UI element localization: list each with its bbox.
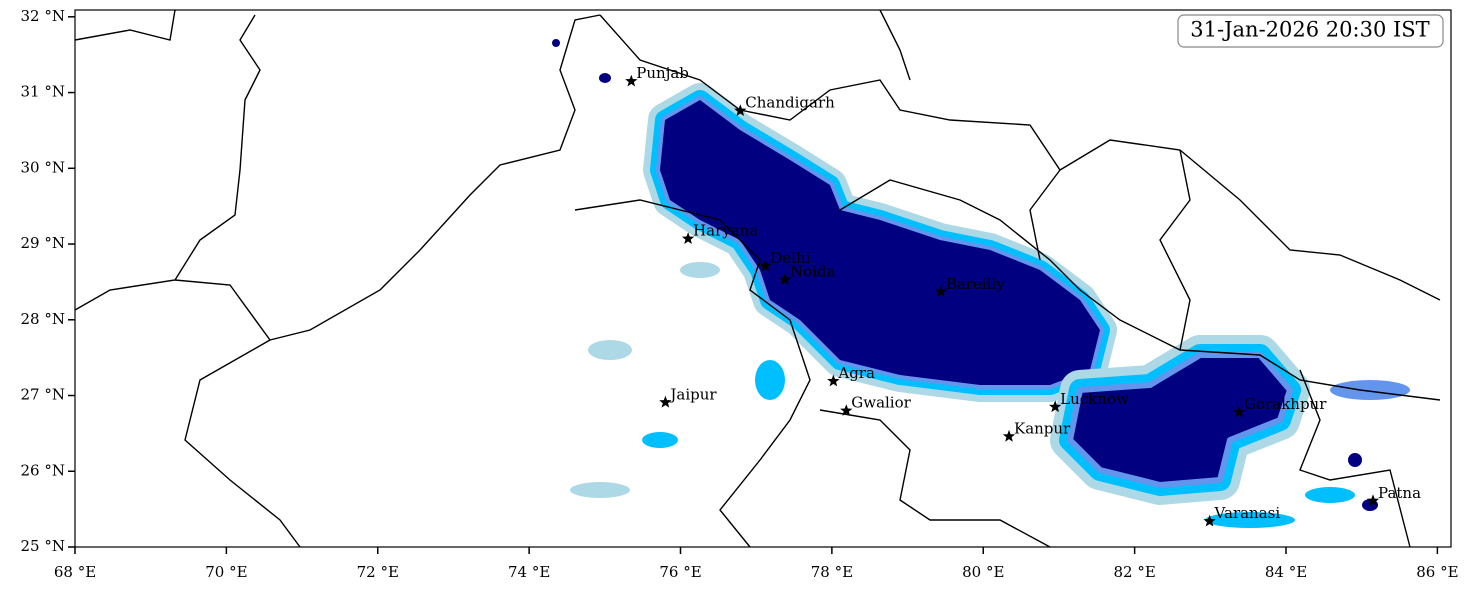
city-marker: [827, 374, 840, 387]
axes: 68 °E 70 °E 72 °E 74 °E 76 °E 78 °E 80 °E 82 °E…: [21, 7, 1459, 581]
city-label: Varanasi: [1214, 504, 1281, 522]
x-tick-label: 76 °E: [659, 563, 701, 581]
rain-cell: [642, 432, 678, 448]
y-tick-label: 28 °N: [21, 310, 65, 328]
city-label: Gwalior: [851, 394, 911, 412]
timestamp-box: [1177, 14, 1444, 48]
y-tick-label: 30 °N: [21, 158, 65, 176]
precipitation: [552, 39, 1410, 528]
rain-cell: [1330, 380, 1410, 400]
city-marker: [1002, 429, 1016, 442]
city-marker: [759, 259, 772, 272]
city-label: Jaipur: [668, 385, 717, 403]
border: [184, 339, 301, 548]
city-marker: [778, 273, 792, 285]
x-tick-label: 82 °E: [1113, 563, 1155, 581]
border: [599, 14, 1441, 301]
city-marker: [1049, 400, 1062, 413]
border: [1159, 149, 1191, 351]
rain-area: [1067, 352, 1293, 488]
city-marker: [659, 395, 672, 408]
city-label: Gorakhpur: [1244, 395, 1327, 413]
city-label: Haryana: [693, 222, 758, 240]
y-tick-label: 32 °N: [21, 7, 65, 25]
x-tick-label: 72 °E: [357, 563, 399, 581]
border: [879, 9, 911, 81]
city-label: Bareilly: [946, 275, 1005, 293]
city-label: Lucknow: [1060, 390, 1129, 408]
rain-cell: [570, 482, 630, 498]
city-marker: [625, 74, 638, 87]
rain-cell: [1348, 453, 1362, 467]
x-tick-label: 74 °E: [508, 563, 550, 581]
city-marker: [1366, 494, 1380, 507]
city-marker: [934, 285, 947, 297]
x-tick-label: 78 °E: [811, 563, 853, 581]
city-label: Punjab: [636, 64, 689, 82]
rain-cell: [755, 360, 785, 400]
x-tick-label: 80 °E: [962, 563, 1004, 581]
rain-cell: [552, 39, 560, 47]
rain-cell: [1205, 512, 1295, 528]
city-marker: [681, 232, 695, 244]
city-label: Patna: [1378, 484, 1421, 502]
city-label: Kanpur: [1014, 419, 1071, 437]
city-marker: [734, 104, 747, 116]
city-label: Agra: [837, 364, 875, 382]
rain-cell: [588, 340, 632, 360]
border: [1299, 369, 1411, 548]
rain-area: [660, 100, 1100, 385]
x-tick-label: 70 °E: [205, 563, 247, 581]
plot-frame: [74, 9, 1452, 548]
rain-cell: [680, 262, 720, 278]
city-marker: [840, 404, 853, 416]
x-tick-label: 84 °E: [1265, 563, 1307, 581]
border: [574, 199, 811, 548]
x-tick-label: 68 °E: [54, 563, 96, 581]
border: [1029, 169, 1061, 261]
rain-cell: [1305, 487, 1355, 503]
city-marker: [1203, 514, 1216, 527]
y-tick-label: 29 °N: [21, 234, 65, 252]
borders: [74, 9, 1441, 548]
border: [74, 9, 176, 41]
city-label: Noida: [790, 263, 836, 281]
y-tick-label: 31 °N: [21, 83, 65, 101]
border: [74, 14, 261, 311]
y-tick-label: 26 °N: [21, 461, 65, 479]
border: [819, 409, 1051, 548]
border: [839, 179, 1441, 401]
x-tick-label: 86 °E: [1416, 563, 1458, 581]
y-tick-label: 25 °N: [21, 537, 65, 555]
city-marker: [1232, 405, 1246, 418]
timestamp: 31-Jan-2026 20:30 IST: [1190, 18, 1429, 42]
y-tick-label: 27 °N: [21, 386, 65, 404]
city-label: Chandigarh: [745, 94, 835, 112]
rain-cell: [599, 73, 611, 83]
city-label: Delhi: [770, 249, 810, 267]
